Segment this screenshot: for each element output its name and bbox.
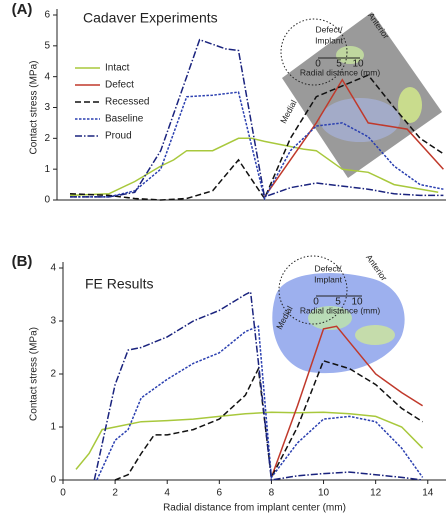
data-line — [69, 137, 439, 197]
y-tick-label: 5 — [44, 40, 50, 51]
legend-label: Intact — [105, 63, 130, 74]
data-line — [75, 411, 424, 470]
y-tick-label: 3 — [44, 102, 50, 113]
inset-label: Defect/ — [315, 263, 343, 273]
legend-label: Baseline — [105, 114, 144, 125]
inset-label: Defect/ — [316, 24, 344, 34]
chart-title: Cadaver Experiments — [83, 10, 218, 26]
x-tick-label: 8 — [269, 488, 275, 499]
x-tick-label: 4 — [164, 488, 170, 499]
data-line — [93, 290, 423, 481]
y-tick-label: 1 — [50, 422, 56, 433]
panel-label: (A) — [12, 1, 33, 18]
chart-title: FE Results — [85, 276, 153, 292]
panel-label: (B) — [12, 253, 33, 270]
data-line — [114, 359, 424, 481]
inset-scale-label: 0 — [313, 297, 319, 308]
x-tick-label: 14 — [422, 488, 434, 499]
x-tick-label: 6 — [217, 488, 223, 499]
data-line — [96, 325, 424, 481]
x-tick-label: 10 — [318, 488, 330, 499]
y-tick-label: 3 — [50, 316, 56, 327]
legend-label: Defect — [105, 80, 134, 91]
inset-scale-label: 5 — [336, 59, 342, 70]
data-line — [263, 78, 444, 198]
y-tick-label: 6 — [44, 10, 50, 21]
inset-map — [272, 255, 405, 374]
y-axis-label: Contact stress (MPa) — [29, 61, 40, 155]
y-tick-label: 4 — [44, 71, 50, 82]
inset-scale-label: 5 — [335, 297, 341, 308]
inset-scale-label: 10 — [351, 297, 363, 308]
data-line — [270, 325, 424, 478]
x-axis-label: Radial distance from implant center (mm) — [163, 503, 346, 514]
x-tick-label: 12 — [370, 488, 382, 499]
legend-label: Recessed — [105, 97, 149, 108]
inset-label: Radial distance (mm) — [300, 305, 380, 315]
y-tick-label: 0 — [44, 195, 50, 206]
inset-label: Implant — [314, 274, 343, 284]
inset-scale-label: 10 — [352, 59, 364, 70]
inset-label: Implant — [315, 35, 344, 45]
y-tick-label: 1 — [44, 164, 50, 175]
data-line — [70, 91, 444, 201]
inset-map — [280, 12, 442, 178]
y-tick-label: 2 — [50, 369, 56, 380]
y-tick-label: 4 — [50, 263, 56, 274]
x-tick-label: 0 — [60, 488, 66, 499]
inset-label: Radial distance (mm) — [300, 67, 380, 77]
legend-label: Proud — [105, 131, 132, 142]
y-tick-label: 2 — [44, 133, 50, 144]
inset-label: Medial — [278, 98, 299, 125]
inset-scale-label: 0 — [315, 59, 321, 70]
y-axis-label: Contact stress (MPa) — [29, 327, 40, 421]
data-line — [70, 38, 444, 198]
y-tick-label: 0 — [50, 475, 56, 486]
x-tick-label: 2 — [112, 488, 118, 499]
